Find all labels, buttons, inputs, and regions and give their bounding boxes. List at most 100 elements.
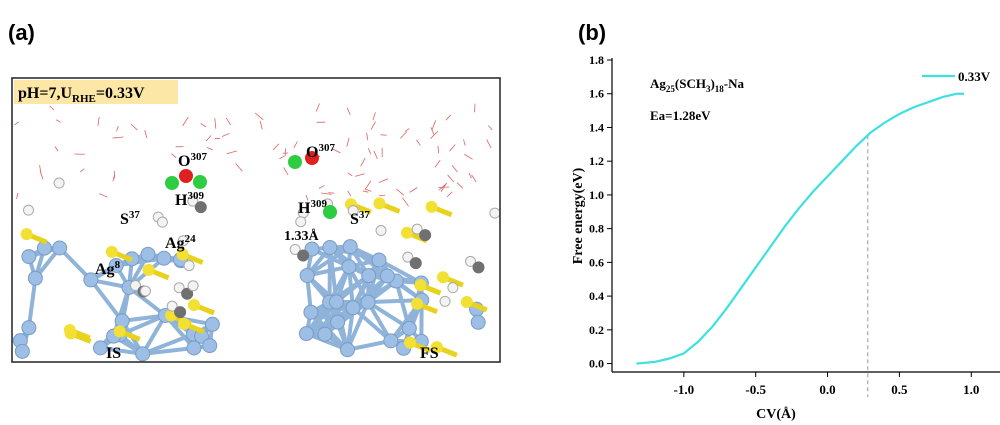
water <box>402 197 409 207</box>
water <box>346 107 351 116</box>
x-tick-label: 1.0 <box>963 382 979 397</box>
atom-index: 37 <box>129 209 141 221</box>
atom-label: O307 <box>178 151 207 170</box>
water <box>430 127 435 135</box>
water <box>321 192 332 195</box>
h-atom <box>289 243 301 255</box>
s-atom <box>165 309 178 322</box>
ag-atom <box>361 268 377 284</box>
x-tick-label: 0.5 <box>891 382 908 397</box>
water <box>370 121 376 130</box>
adsorbate-atom <box>179 169 193 183</box>
water <box>226 117 231 126</box>
x-tick-label: -0.5 <box>745 382 766 397</box>
bond <box>351 274 389 310</box>
condition-tail: =0.33V <box>96 85 145 102</box>
water <box>471 174 477 183</box>
water <box>379 194 386 197</box>
bond <box>327 247 339 303</box>
atom-symbol: Ag <box>165 235 185 252</box>
ag-atom <box>21 320 37 336</box>
y-tick-label: 1.6 <box>589 87 604 101</box>
water <box>355 173 365 177</box>
water <box>318 185 325 189</box>
h-atom <box>130 280 142 292</box>
water <box>49 105 55 111</box>
water <box>16 192 19 200</box>
state-label: IS <box>106 345 121 362</box>
ag-atom <box>328 294 344 310</box>
water <box>409 187 418 193</box>
h-atom <box>177 235 189 247</box>
h-atom <box>489 207 501 219</box>
atom-label: H309 <box>298 198 327 217</box>
h-atom <box>166 300 178 312</box>
ag-atom <box>83 272 99 288</box>
bond <box>351 306 393 343</box>
water <box>54 146 59 152</box>
atom-label: H309 <box>175 190 204 209</box>
water <box>130 123 138 131</box>
h-atom <box>439 295 451 307</box>
water <box>272 143 280 151</box>
s-atom <box>430 341 443 354</box>
ag-atom <box>186 340 202 356</box>
bond <box>366 301 393 342</box>
ag-atom <box>204 316 220 332</box>
water <box>404 128 410 132</box>
water <box>464 153 473 160</box>
water <box>362 190 369 193</box>
water <box>440 183 447 192</box>
annotation-part: Ea=1.28eV <box>650 108 711 123</box>
water <box>205 135 212 142</box>
annotation: Ag25(SCH3)18-Na <box>650 76 745 94</box>
series-line <box>636 92 965 365</box>
ag-atom <box>114 313 130 329</box>
ag-atom <box>470 314 486 330</box>
s-atom <box>373 197 386 210</box>
h-atom <box>139 285 151 297</box>
water <box>254 112 264 120</box>
water <box>293 141 298 149</box>
water <box>434 160 441 168</box>
ag-atom <box>52 240 68 256</box>
ag-atom <box>330 314 346 330</box>
ag-atom <box>304 241 320 257</box>
state-label: FS <box>420 345 439 362</box>
c-atom <box>409 257 422 270</box>
h-atom <box>447 282 459 294</box>
water <box>97 116 100 126</box>
water <box>364 180 372 190</box>
y-tick-label: 0.2 <box>589 323 604 337</box>
molecular-render <box>12 103 501 362</box>
c-atom <box>174 306 187 319</box>
ag-atom <box>202 338 218 354</box>
ag-atom <box>27 270 43 286</box>
ag-atom <box>299 267 315 283</box>
h-atom <box>347 205 359 217</box>
water <box>373 150 378 160</box>
x-axis-label: CV(Å) <box>756 406 796 422</box>
water <box>99 193 108 198</box>
condition-label: pH=7,URHE=0.33V <box>18 85 145 105</box>
atom-label: O307 <box>306 142 335 161</box>
water <box>486 139 492 149</box>
ag-atom <box>339 342 355 358</box>
water <box>445 114 451 121</box>
water <box>221 132 230 137</box>
atom-symbol: Ag <box>95 261 115 278</box>
atom-index: 24 <box>185 233 197 245</box>
h-atom <box>411 223 423 235</box>
atom-index: 307 <box>190 151 207 163</box>
header-highlight <box>14 80 178 104</box>
y-tick-label: 1.4 <box>589 120 604 134</box>
s-atom <box>414 279 427 292</box>
h-atom <box>375 225 387 237</box>
h-atom <box>53 177 65 189</box>
ag-atom <box>317 326 333 342</box>
ag-atom <box>345 300 361 316</box>
c-atom <box>419 229 432 242</box>
water <box>430 130 439 139</box>
legend-label: 0.33V <box>958 69 991 84</box>
